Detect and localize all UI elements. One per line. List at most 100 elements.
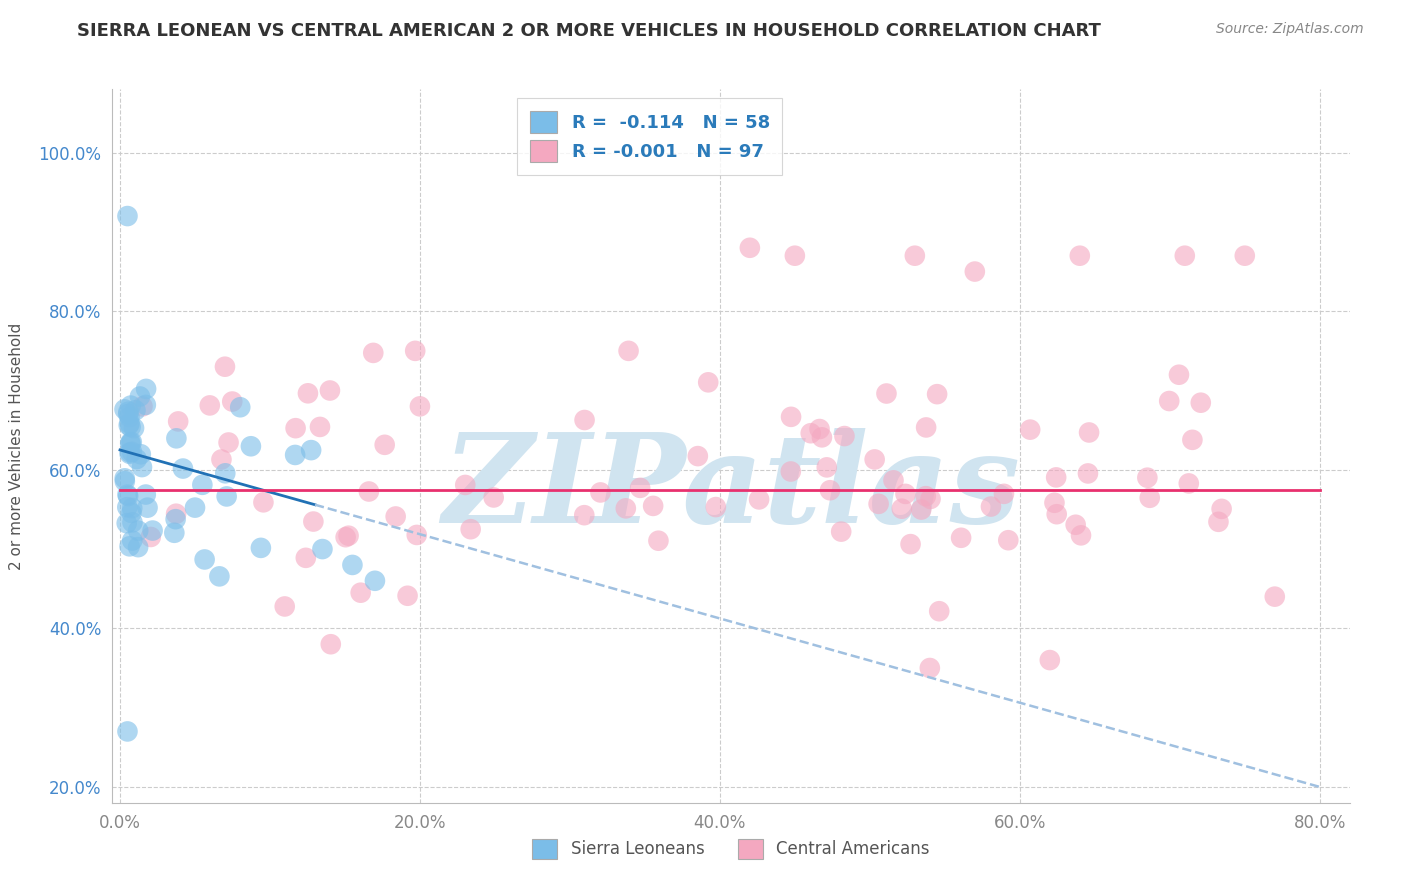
Point — [163, 525, 186, 540]
Point — [950, 531, 973, 545]
Point — [780, 409, 803, 424]
Point — [361, 346, 384, 360]
Point — [302, 515, 325, 529]
Point — [129, 389, 152, 403]
Y-axis label: 2 or more Vehicles in Household: 2 or more Vehicles in Household — [10, 322, 24, 570]
Point — [614, 501, 637, 516]
Point — [875, 386, 897, 401]
Point — [1139, 491, 1161, 505]
Point — [404, 343, 426, 358]
Point — [208, 569, 231, 583]
Point — [800, 426, 823, 441]
Point — [117, 407, 139, 421]
Point — [686, 449, 709, 463]
Point — [384, 509, 406, 524]
Point — [115, 516, 138, 531]
Point — [218, 435, 240, 450]
Point — [374, 438, 396, 452]
Point — [127, 540, 149, 554]
Point — [704, 500, 727, 514]
Point — [337, 529, 360, 543]
Point — [783, 249, 806, 263]
Point — [454, 478, 477, 492]
Point — [1264, 590, 1286, 604]
Point — [900, 537, 922, 551]
Text: SIERRA LEONEAN VS CENTRAL AMERICAN 2 OR MORE VEHICLES IN HOUSEHOLD CORRELATION C: SIERRA LEONEAN VS CENTRAL AMERICAN 2 OR … — [77, 22, 1101, 40]
Point — [120, 506, 142, 520]
Point — [118, 447, 141, 461]
Point — [1181, 433, 1204, 447]
Point — [120, 436, 142, 450]
Point — [198, 398, 221, 412]
Point — [697, 376, 720, 390]
Point — [121, 516, 143, 530]
Point — [319, 384, 342, 398]
Point — [299, 443, 322, 458]
Point — [114, 471, 136, 485]
Point — [297, 386, 319, 401]
Point — [165, 431, 187, 445]
Point — [215, 490, 238, 504]
Point — [124, 403, 146, 417]
Point — [211, 452, 233, 467]
Point — [274, 599, 297, 614]
Point — [779, 465, 801, 479]
Point — [574, 508, 596, 523]
Point — [165, 512, 187, 526]
Point — [409, 400, 432, 414]
Point — [117, 500, 139, 515]
Point — [184, 500, 207, 515]
Point — [121, 445, 143, 459]
Point — [129, 447, 152, 461]
Point — [135, 382, 157, 396]
Point — [165, 507, 187, 521]
Point — [122, 421, 145, 435]
Point — [830, 524, 852, 539]
Point — [574, 413, 596, 427]
Point — [250, 541, 273, 555]
Point — [191, 478, 214, 492]
Point — [589, 485, 612, 500]
Point — [1168, 368, 1191, 382]
Point — [920, 491, 942, 506]
Point — [396, 589, 419, 603]
Point — [643, 499, 665, 513]
Point — [117, 724, 139, 739]
Point — [1178, 476, 1201, 491]
Point — [1043, 496, 1066, 510]
Point — [993, 487, 1015, 501]
Point — [131, 400, 153, 414]
Point — [194, 552, 217, 566]
Point — [918, 661, 941, 675]
Point — [815, 460, 838, 475]
Point — [628, 481, 651, 495]
Point — [1045, 470, 1067, 484]
Point — [239, 439, 262, 453]
Point — [342, 558, 364, 572]
Point — [118, 410, 141, 425]
Point — [142, 524, 165, 538]
Point — [311, 542, 333, 557]
Point — [135, 398, 157, 412]
Point — [647, 533, 669, 548]
Point — [364, 574, 387, 588]
Point — [120, 445, 142, 459]
Point — [350, 585, 373, 599]
Point — [1069, 249, 1091, 263]
Point — [1136, 471, 1159, 485]
Point — [125, 452, 148, 467]
Point — [904, 249, 927, 263]
Point — [131, 460, 153, 475]
Point — [284, 448, 307, 462]
Point — [121, 435, 143, 450]
Point — [1211, 501, 1233, 516]
Point — [117, 488, 139, 502]
Point — [136, 500, 159, 515]
Point — [1046, 507, 1069, 521]
Point — [963, 264, 986, 278]
Point — [294, 550, 316, 565]
Point — [114, 474, 136, 488]
Point — [357, 484, 380, 499]
Point — [482, 491, 505, 505]
Point — [928, 604, 950, 618]
